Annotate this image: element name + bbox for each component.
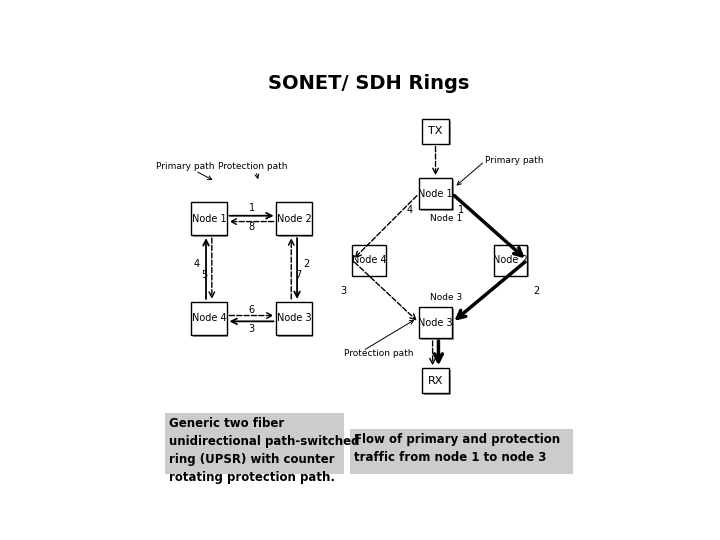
FancyBboxPatch shape: [278, 204, 313, 237]
Text: Node 3: Node 3: [418, 318, 453, 328]
FancyBboxPatch shape: [419, 178, 452, 210]
Text: 6: 6: [248, 305, 255, 315]
FancyBboxPatch shape: [276, 202, 312, 235]
Text: Node 3: Node 3: [430, 293, 462, 302]
FancyBboxPatch shape: [422, 368, 449, 393]
Text: Primary path: Primary path: [156, 162, 215, 171]
FancyBboxPatch shape: [193, 303, 228, 337]
FancyBboxPatch shape: [278, 303, 313, 337]
FancyBboxPatch shape: [192, 302, 227, 335]
FancyBboxPatch shape: [192, 202, 227, 235]
FancyBboxPatch shape: [420, 180, 454, 211]
FancyBboxPatch shape: [422, 119, 449, 144]
FancyBboxPatch shape: [166, 413, 344, 474]
Text: 1: 1: [248, 203, 255, 213]
Text: RX: RX: [428, 376, 444, 386]
Text: SONET/ SDH Rings: SONET/ SDH Rings: [269, 74, 469, 93]
Text: Node 1: Node 1: [192, 214, 226, 224]
Text: Protection path: Protection path: [344, 349, 413, 358]
FancyBboxPatch shape: [423, 120, 451, 145]
FancyBboxPatch shape: [420, 309, 454, 340]
Text: 4: 4: [407, 205, 413, 215]
FancyBboxPatch shape: [351, 429, 572, 474]
Text: Flow of primary and protection
traffic from node 1 to node 3: Flow of primary and protection traffic f…: [354, 433, 561, 464]
Text: 5: 5: [202, 270, 208, 280]
Text: Node 4: Node 4: [192, 313, 226, 323]
Text: 3: 3: [340, 286, 346, 296]
Text: 2: 2: [533, 286, 539, 296]
Text: Protection path: Protection path: [218, 162, 287, 171]
Text: 1: 1: [458, 205, 464, 215]
Text: TX: TX: [428, 126, 443, 136]
FancyBboxPatch shape: [495, 246, 528, 278]
Text: Node 2: Node 2: [276, 214, 312, 224]
FancyBboxPatch shape: [423, 370, 451, 395]
FancyBboxPatch shape: [276, 302, 312, 335]
FancyBboxPatch shape: [352, 245, 386, 276]
Text: Generic two fiber
unidirectional path-switched
ring (UPSR) with counter
rotating: Generic two fiber unidirectional path-sw…: [169, 417, 360, 484]
Text: Primary path: Primary path: [485, 156, 544, 165]
FancyBboxPatch shape: [354, 246, 387, 278]
Text: 4: 4: [194, 259, 199, 269]
FancyBboxPatch shape: [419, 307, 452, 338]
Text: Node 1: Node 1: [430, 214, 462, 223]
Text: Node 3: Node 3: [277, 313, 312, 323]
Text: 2: 2: [304, 259, 310, 269]
Text: Node 4: Node 4: [351, 255, 387, 265]
Text: Node 2: Node 2: [493, 255, 528, 265]
FancyBboxPatch shape: [494, 245, 527, 276]
Text: Node 1: Node 1: [418, 188, 453, 199]
Text: 8: 8: [248, 222, 255, 232]
FancyBboxPatch shape: [193, 204, 228, 237]
Text: 3: 3: [248, 324, 255, 334]
Text: 7: 7: [295, 270, 302, 280]
